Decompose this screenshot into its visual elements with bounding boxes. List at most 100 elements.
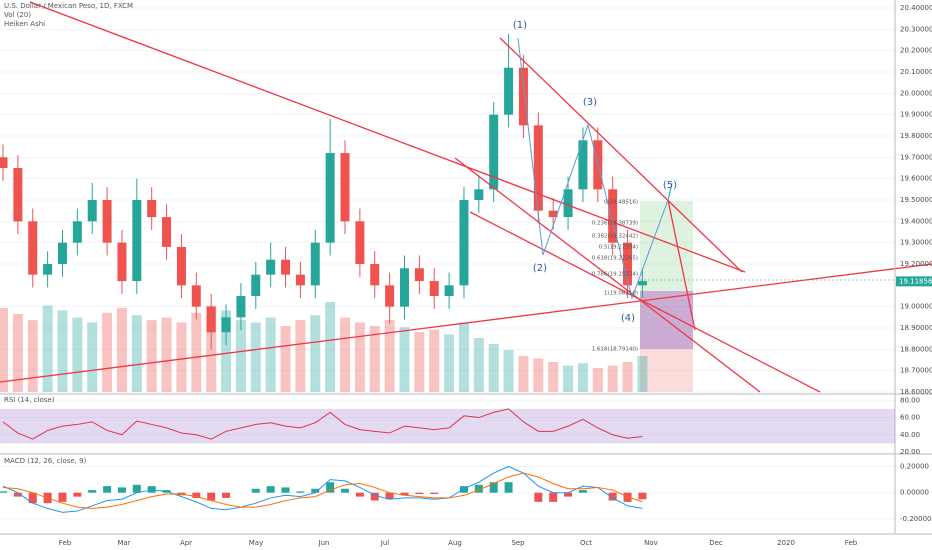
candle-body: [444, 285, 454, 296]
candle-body: [533, 125, 543, 211]
macd-histogram: [549, 492, 558, 502]
candle-body: [162, 217, 172, 247]
macd-histogram: [370, 492, 379, 501]
volume-bar: [161, 317, 172, 392]
x-tick-label: Sep: [511, 539, 525, 547]
fib-label: 0.382(19.32442): [592, 234, 638, 240]
macd-histogram: [474, 484, 483, 493]
wave-label: (2): [533, 263, 547, 274]
y-tick-label: 19.30000: [900, 239, 932, 247]
y-tick-label: 20.20000: [900, 47, 932, 55]
fib-label: 0.236(19.38739): [592, 221, 638, 227]
x-tick-label: Nov: [644, 539, 658, 547]
macd-histogram: [28, 492, 37, 504]
stop-zone: [640, 291, 693, 392]
candle-body: [340, 153, 350, 222]
x-tick-label: Oct: [580, 539, 592, 547]
last-price-box: [896, 276, 932, 287]
volume-bar: [310, 315, 321, 392]
macd-histogram: [296, 491, 305, 493]
candle-body: [43, 264, 53, 275]
wave-label: (5): [663, 180, 677, 191]
macd-histogram: [430, 492, 439, 494]
volume-bar: [295, 320, 306, 392]
candle-body: [147, 200, 157, 218]
macd-line: [2, 472, 643, 509]
volume-bar: [87, 322, 98, 392]
volume-bar: [146, 320, 157, 392]
volume-bar: [325, 302, 336, 392]
rsi-line: [2, 408, 643, 440]
candle-body: [429, 281, 439, 296]
macd-histogram: [415, 492, 424, 494]
volume-bar: [369, 326, 380, 392]
y-tick-label: 19.50000: [900, 196, 932, 204]
volume-bar: [176, 322, 187, 392]
volume-bar: [0, 308, 8, 392]
x-tick-label: Aug: [448, 539, 462, 547]
volume-bar: [577, 363, 588, 392]
macd-histogram: [578, 490, 587, 493]
candle-body: [191, 285, 201, 307]
volume-bar: [622, 362, 633, 392]
candle-body: [132, 200, 142, 282]
volume-bar: [518, 356, 529, 392]
macd-histogram: [266, 486, 275, 493]
volume-bar: [340, 317, 351, 392]
candle-body: [548, 210, 558, 218]
candle-body: [72, 221, 82, 243]
macd-histogram: [251, 488, 260, 493]
last-price-label: 19.11856: [899, 277, 932, 285]
fib-label: 1(19.06210): [604, 291, 638, 297]
candle-body: [0, 157, 8, 168]
volume-bar: [102, 312, 113, 392]
y-tick-label: 20.00: [900, 448, 920, 456]
fib-label: 0.5(19.27334): [599, 245, 638, 251]
candle-body: [117, 242, 127, 282]
volume-bar: [221, 310, 232, 392]
macd-histogram: [564, 492, 573, 497]
y-tick-label: 18.60000: [900, 388, 932, 396]
candle-body: [608, 189, 618, 243]
volume-bar: [637, 356, 648, 392]
y-tick-label: 0.20000: [900, 462, 929, 470]
y-tick-label: -0.20000: [900, 515, 931, 523]
candle-body: [459, 200, 469, 286]
trendline: [499, 37, 743, 273]
candle-body: [310, 242, 320, 286]
x-tick-label: Dec: [709, 539, 723, 547]
style-legend: Heiken Ashi: [4, 20, 45, 28]
macd-histogram: [281, 487, 290, 493]
candle-body: [504, 67, 514, 115]
y-tick-label: 20.00000: [900, 89, 932, 97]
volume-bar: [235, 320, 246, 392]
grid: [0, 7, 895, 520]
macd-histogram: [58, 492, 67, 502]
macd-histogram: [504, 482, 513, 493]
macd-histogram: [638, 492, 647, 500]
candle-body: [563, 189, 573, 218]
volume-bar: [488, 344, 499, 392]
candle-body: [206, 306, 216, 333]
y-tick-label: 18.70000: [900, 367, 932, 375]
candle-body: [385, 285, 395, 307]
volume-bar: [444, 334, 455, 392]
volume-bar: [191, 312, 202, 392]
y-tick-label: 19.60000: [900, 175, 932, 183]
candle-body: [176, 246, 186, 286]
wave-label: (4): [621, 313, 635, 324]
y-tick-label: 20.30000: [900, 25, 932, 33]
volume-bar: [563, 365, 574, 392]
x-tick-label: 2020: [777, 539, 795, 547]
trendline: [454, 157, 761, 393]
volume-legend: Vol (20): [4, 11, 31, 19]
volume-bar: [131, 315, 142, 392]
candle-body: [281, 259, 291, 275]
macd-histogram: [0, 491, 7, 493]
candle-body: [28, 221, 38, 275]
y-tick-label: 40.00: [900, 431, 920, 439]
macd-histogram: [385, 492, 394, 500]
y-tick-label: 80.00: [900, 396, 920, 404]
volume-bar: [250, 322, 261, 392]
